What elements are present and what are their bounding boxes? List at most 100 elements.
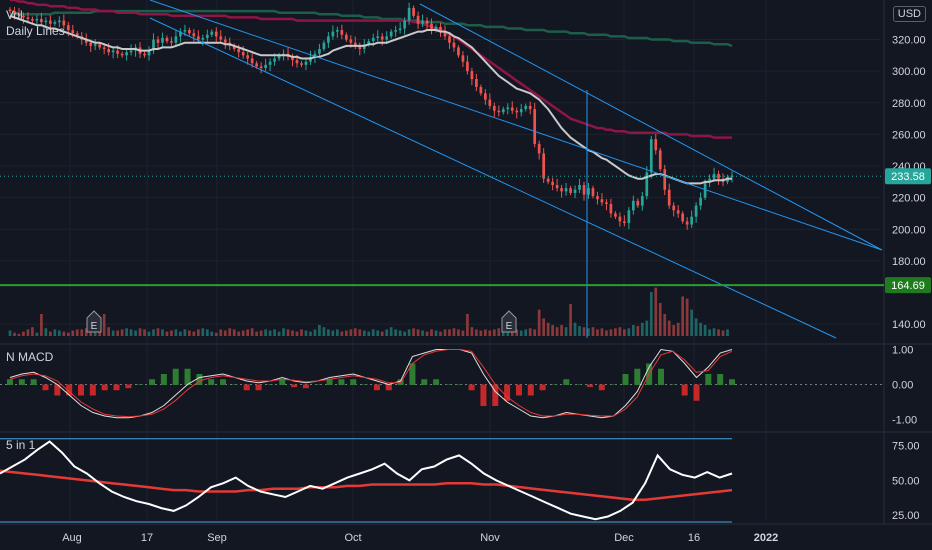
candle-body bbox=[457, 47, 460, 56]
volume-bar bbox=[340, 331, 344, 336]
volume-bar bbox=[452, 328, 456, 336]
candle-body bbox=[232, 45, 236, 50]
time-tick-label: Dec bbox=[614, 532, 634, 544]
volume-bar bbox=[349, 329, 353, 336]
volume-bar bbox=[188, 330, 191, 336]
volume-bar bbox=[367, 331, 371, 336]
volume-bar bbox=[138, 328, 142, 336]
volume-bar bbox=[708, 329, 711, 336]
volume-bar bbox=[179, 331, 182, 336]
support-price-badge bbox=[885, 277, 931, 294]
macd-histogram-bar bbox=[125, 384, 132, 389]
candle-body bbox=[161, 37, 164, 43]
time-tick-label: Oct bbox=[344, 532, 361, 544]
candle-body bbox=[35, 18, 39, 21]
volume-bar bbox=[667, 320, 671, 336]
volume-bar bbox=[569, 304, 572, 336]
macd-histogram-bar bbox=[149, 379, 156, 385]
volume-bar bbox=[344, 330, 348, 336]
volume-bar bbox=[403, 331, 406, 336]
macd-histogram-bar bbox=[693, 384, 700, 401]
candle-body bbox=[304, 61, 308, 65]
currency-button[interactable]: USD bbox=[892, 6, 926, 22]
volume-bar bbox=[201, 328, 205, 336]
candle-body bbox=[434, 26, 438, 31]
candle-body bbox=[712, 173, 716, 179]
candle-body bbox=[492, 105, 496, 111]
candle-body bbox=[676, 210, 680, 214]
volume-bar bbox=[385, 329, 389, 336]
macd-histogram-bar bbox=[515, 384, 522, 396]
candle-body bbox=[340, 30, 344, 35]
volume-bar bbox=[425, 331, 429, 336]
volume-bar bbox=[22, 331, 25, 336]
macd-histogram-bar bbox=[634, 368, 641, 385]
volume-bar bbox=[8, 330, 12, 336]
volume-bar bbox=[241, 330, 245, 336]
candle-body bbox=[421, 20, 424, 24]
volume-bar bbox=[89, 329, 93, 336]
volume-bar bbox=[434, 330, 438, 336]
candle-body bbox=[699, 197, 702, 206]
volume-bar bbox=[282, 328, 285, 336]
macd-histogram-bar bbox=[208, 379, 215, 385]
volume-bar bbox=[712, 328, 716, 336]
volume-bar bbox=[232, 329, 236, 336]
candle-body bbox=[551, 181, 554, 186]
candle-body bbox=[102, 47, 106, 50]
price-tick-label: 320.00 bbox=[892, 35, 926, 47]
candle-body bbox=[658, 150, 662, 170]
volume-bar bbox=[618, 327, 622, 336]
candle-body bbox=[84, 39, 88, 43]
candle-body bbox=[439, 26, 442, 32]
candle-body bbox=[645, 172, 649, 197]
candle-body bbox=[596, 196, 599, 200]
five-in-one-pane-label: 5 in 1 bbox=[6, 438, 36, 452]
volume-bar bbox=[681, 296, 685, 336]
candle-body bbox=[197, 36, 200, 40]
macd-histogram-bar bbox=[705, 374, 712, 385]
earnings-marker-shape bbox=[86, 310, 102, 333]
candle-body bbox=[667, 189, 671, 206]
candle-body bbox=[201, 37, 205, 40]
candle-body bbox=[376, 36, 380, 38]
price-tick-label: 200.00 bbox=[892, 224, 926, 236]
macd-histogram-bar bbox=[172, 368, 179, 385]
volume-bar bbox=[663, 314, 667, 336]
candle-body bbox=[515, 110, 519, 113]
candle-body bbox=[223, 39, 227, 43]
volume-bar bbox=[461, 330, 465, 336]
macd-pane-label: N MACD bbox=[6, 350, 54, 364]
price-tick-label: 280.00 bbox=[892, 98, 926, 110]
candle-body bbox=[107, 49, 111, 53]
candle-body bbox=[313, 53, 317, 57]
price-tick-label: 140.00 bbox=[892, 319, 926, 331]
volume-bar bbox=[694, 318, 698, 336]
volume-bar bbox=[134, 330, 137, 336]
macd-tick-label: -1.00 bbox=[892, 415, 917, 427]
candle-body bbox=[407, 7, 411, 21]
macd-histogram-bar bbox=[717, 374, 724, 385]
volume-bar bbox=[57, 330, 61, 336]
macd-histogram-bar bbox=[66, 384, 73, 396]
macd-histogram-bar bbox=[563, 379, 570, 385]
volume-bar bbox=[75, 329, 79, 336]
candle-body bbox=[654, 139, 658, 151]
oscillator-tick-label: 25.00 bbox=[892, 510, 920, 522]
candle-body bbox=[327, 36, 330, 43]
volume-bar bbox=[394, 329, 398, 336]
candle-body bbox=[461, 55, 465, 62]
macd-signal-line bbox=[9, 349, 733, 418]
volume-bar bbox=[690, 309, 693, 336]
macd-histogram-bar bbox=[504, 384, 511, 401]
macd-histogram-bar bbox=[586, 384, 593, 388]
volume-bar bbox=[62, 331, 66, 336]
candle-body bbox=[250, 58, 254, 64]
volume-bar bbox=[268, 330, 272, 336]
price-tick-label: 220.00 bbox=[892, 193, 926, 205]
macd-histogram-bar bbox=[362, 384, 369, 385]
volume-bar bbox=[44, 328, 48, 336]
oscillator-line bbox=[0, 440, 733, 521]
volume-bar bbox=[237, 331, 241, 336]
